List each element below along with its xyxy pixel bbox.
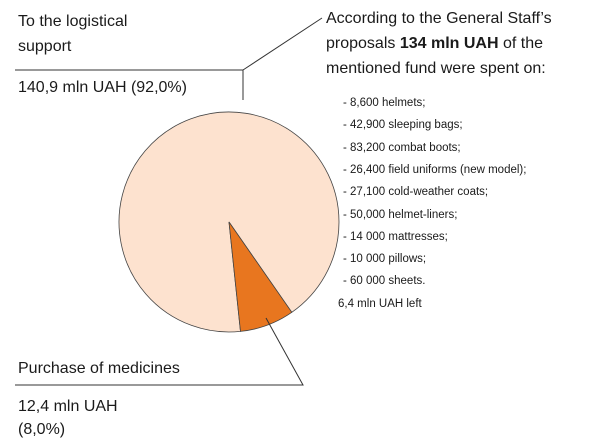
list-item: - 26,400 field uniforms (new model); (343, 163, 527, 176)
category-label: To the logistical support (18, 13, 128, 55)
pie (118, 111, 340, 333)
list-item: - 50,000 helmet-liners; (343, 208, 458, 221)
list-item: - 27,100 cold-weather coats; (343, 186, 489, 199)
annotation-bold: 134 mln UAH (399, 35, 499, 52)
list-item: - 60 000 sheets. (343, 275, 426, 288)
annotation: According to the General Staff’s proposa… (326, 6, 594, 81)
leader-line (242, 17, 323, 71)
list-item: - 10 000 pillows; (343, 253, 427, 266)
value-label: 12,4 mln UAH (8,0%) (18, 398, 118, 438)
list-item: - 83,200 combat boots; (343, 141, 461, 154)
annotation-text: According to the General Staff’s proposa… (326, 10, 552, 52)
annotation-text: of the mentioned fund were spent on: (326, 35, 546, 77)
list-item: - 42,900 sleeping bags; (343, 119, 463, 132)
list-item: - 14 000 mattresses; (343, 230, 448, 243)
value-label: 140,9 mln UAH (92,0%) (18, 79, 187, 96)
category-label: Purchase of medicines (18, 360, 180, 377)
pie-slice (228, 221, 293, 332)
list-item: - 8,600 helmets; (343, 97, 426, 109)
leader-line (15, 317, 304, 386)
annotation-footer: 6,4 mln UAH left (338, 298, 422, 310)
